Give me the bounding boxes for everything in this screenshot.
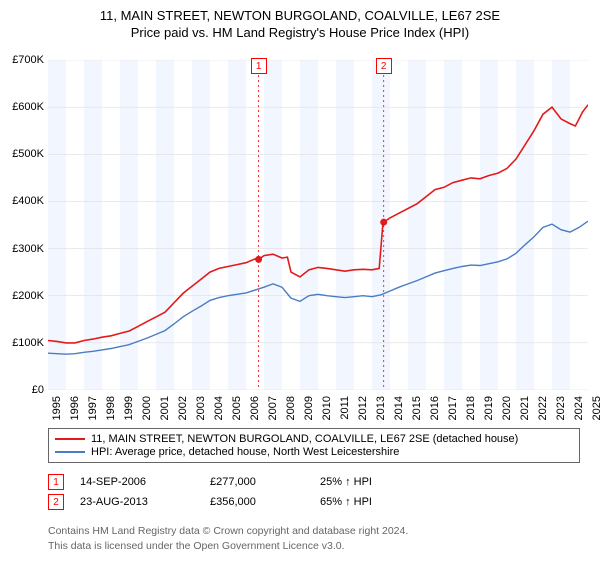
- x-tick-label: 2013: [375, 396, 387, 420]
- x-tick-label: 2003: [195, 396, 207, 420]
- legend-swatch: [55, 451, 85, 453]
- y-tick-label: £200K: [12, 290, 44, 302]
- sale-marker-1: 1: [251, 58, 267, 74]
- legend-item: HPI: Average price, detached house, Nort…: [55, 446, 573, 458]
- x-tick-label: 2018: [465, 396, 477, 420]
- sale-date: 14-SEP-2006: [80, 476, 210, 488]
- x-tick-label: 2009: [303, 396, 315, 420]
- sale-price: £277,000: [210, 476, 320, 488]
- x-tick-label: 2023: [555, 396, 567, 420]
- y-tick-label: £400K: [12, 195, 44, 207]
- x-tick-label: 2017: [447, 396, 459, 420]
- legend-label: HPI: Average price, detached house, Nort…: [91, 446, 399, 458]
- legend: 11, MAIN STREET, NEWTON BURGOLAND, COALV…: [48, 428, 580, 463]
- footer-line-1: Contains HM Land Registry data © Crown c…: [48, 524, 580, 539]
- x-tick-label: 2005: [231, 396, 243, 420]
- chart-title: 11, MAIN STREET, NEWTON BURGOLAND, COALV…: [0, 8, 600, 23]
- x-tick-label: 2007: [267, 396, 279, 420]
- x-tick-label: 2000: [141, 396, 153, 420]
- x-tick-label: 1995: [51, 396, 63, 420]
- x-tick-label: 2012: [357, 396, 369, 420]
- x-tick-label: 1996: [69, 396, 81, 420]
- y-tick-label: £500K: [12, 148, 44, 160]
- x-tick-label: 2011: [339, 396, 351, 420]
- x-tick-label: 1998: [105, 396, 117, 420]
- footer-attribution: Contains HM Land Registry data © Crown c…: [48, 524, 580, 553]
- legend-label: 11, MAIN STREET, NEWTON BURGOLAND, COALV…: [91, 433, 518, 445]
- x-tick-label: 2024: [573, 396, 585, 420]
- chart-svg: [48, 60, 588, 390]
- x-tick-label: 2014: [393, 396, 405, 420]
- chart-subtitle: Price paid vs. HM Land Registry's House …: [0, 25, 600, 40]
- chart-plot-area: 12: [48, 60, 588, 390]
- sale-row: 1 14-SEP-2006£277,00025% ↑ HPI: [48, 474, 580, 490]
- sale-marker-inline: 1: [48, 474, 64, 490]
- sale-marker-2: 2: [376, 58, 392, 74]
- sale-date: 23-AUG-2013: [80, 496, 210, 508]
- sale-pct-vs-hpi: 65% ↑ HPI: [320, 496, 440, 508]
- legend-swatch: [55, 438, 85, 440]
- x-tick-label: 2019: [483, 396, 495, 420]
- x-tick-label: 1999: [123, 396, 135, 420]
- sales-table: 1 14-SEP-2006£277,00025% ↑ HPI 2 23-AUG-201…: [48, 470, 580, 514]
- y-tick-label: £100K: [12, 337, 44, 349]
- y-tick-label: £700K: [12, 54, 44, 66]
- x-tick-label: 2008: [285, 396, 297, 420]
- x-tick-label: 2016: [429, 396, 441, 420]
- y-tick-label: £0: [32, 384, 44, 396]
- x-tick-label: 2020: [501, 396, 513, 420]
- x-tick-label: 2002: [177, 396, 189, 420]
- y-tick-label: £300K: [12, 243, 44, 255]
- x-tick-label: 2004: [213, 396, 225, 420]
- x-axis-labels: 1995 1996 1997 1998 1999 2000 2001 2002 2003 2004…: [48, 394, 588, 424]
- sale-pct-vs-hpi: 25% ↑ HPI: [320, 476, 440, 488]
- x-tick-label: 2021: [519, 396, 531, 420]
- sale-row: 2 23-AUG-2013£356,00065% ↑ HPI: [48, 494, 580, 510]
- chart-container: 11, MAIN STREET, NEWTON BURGOLAND, COALV…: [0, 8, 600, 568]
- x-tick-label: 2015: [411, 396, 423, 420]
- x-tick-label: 2022: [537, 396, 549, 420]
- sale-marker-inline: 2: [48, 494, 64, 510]
- x-tick-label: 2006: [249, 396, 261, 420]
- x-tick-label: 1997: [87, 396, 99, 420]
- x-tick-label: 2010: [321, 396, 333, 420]
- legend-item: 11, MAIN STREET, NEWTON BURGOLAND, COALV…: [55, 433, 573, 445]
- footer-line-2: This data is licensed under the Open Gov…: [48, 539, 580, 554]
- y-tick-label: £600K: [12, 101, 44, 113]
- y-axis-labels: £0£100K£200K£300K£400K£500K£600K£700K: [0, 60, 46, 390]
- sale-price: £356,000: [210, 496, 320, 508]
- x-tick-label: 2001: [159, 396, 171, 420]
- x-tick-label: 2025: [591, 396, 600, 420]
